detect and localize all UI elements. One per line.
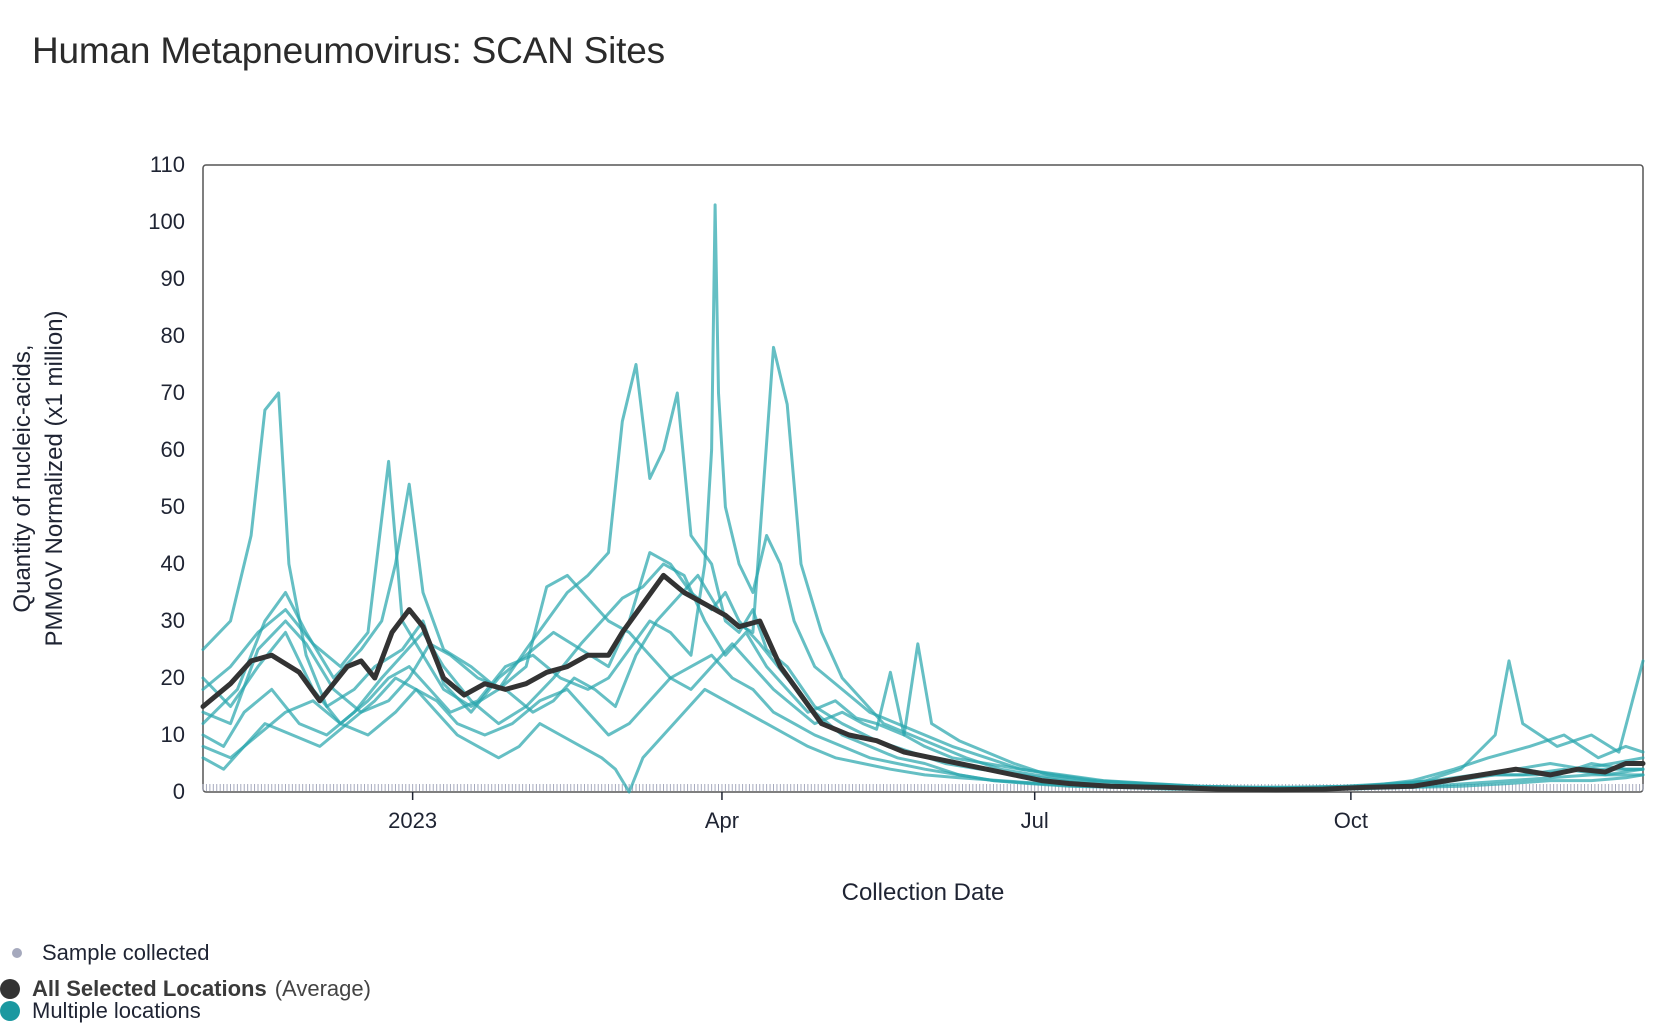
multiple-dot-icon xyxy=(0,1001,20,1021)
series-line-average xyxy=(200,572,1646,793)
y-tick-label: 0 xyxy=(173,779,185,804)
y-tick-label: 50 xyxy=(161,494,185,519)
x-tick-label: Oct xyxy=(1334,808,1368,833)
y-tick-label: 60 xyxy=(161,437,185,462)
sample-dot-icon xyxy=(12,948,22,958)
y-tick-label: 30 xyxy=(161,608,185,633)
legend-item-multiple[interactable]: Multiple locations xyxy=(0,998,201,1024)
y-tick-label: 80 xyxy=(161,323,185,348)
legend-item-average[interactable]: All Selected Locations (Average) xyxy=(0,976,371,1002)
page-title: Human Metapneumovirus: SCAN Sites xyxy=(32,30,665,71)
legend-sample-label: Sample collected xyxy=(42,940,210,965)
legend-average-suffix: (Average) xyxy=(274,976,371,1001)
chart: 0 10 20 30 40 50 60 70 80 90 100 110 2023 Apr Jul Oct Co… xyxy=(9,152,1646,906)
y-tick-label: 40 xyxy=(161,551,185,576)
x-tick-label: Jul xyxy=(1021,808,1049,833)
plot-frame xyxy=(202,164,1644,793)
legend: Sample collected All Selected Locations … xyxy=(0,930,600,1024)
x-tick-label: 2023 xyxy=(388,808,437,833)
y-tick-label: 90 xyxy=(161,266,185,291)
y-tick-label: 70 xyxy=(161,380,185,405)
y-axis-label-line2: PMMoV Normalized (x1 million) xyxy=(41,310,68,646)
legend-item-sample[interactable]: Sample collected xyxy=(12,940,210,966)
y-tick-label: 10 xyxy=(161,722,185,747)
y-tick-label: 100 xyxy=(148,209,185,234)
y-axis-label-line1: Quantity of nucleic-acids, xyxy=(9,344,36,612)
x-axis-label: Collection Date xyxy=(842,879,1005,906)
legend-average-label: All Selected Locations xyxy=(32,976,267,1001)
average-dot-icon xyxy=(0,979,20,999)
legend-multiple-label: Multiple locations xyxy=(32,998,201,1023)
y-tick-label: 110 xyxy=(150,152,185,177)
y-tick-label: 20 xyxy=(161,665,185,690)
x-tick-label: Apr xyxy=(705,808,739,833)
